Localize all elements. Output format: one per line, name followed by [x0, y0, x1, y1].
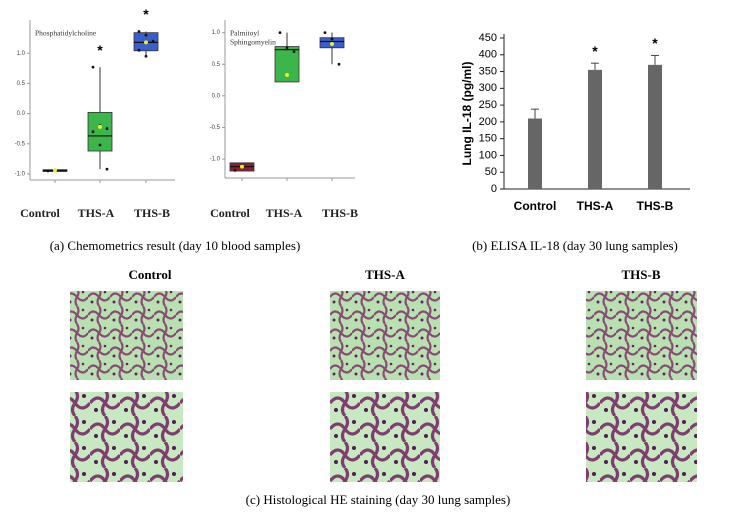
x-tick-label: THS-A [577, 199, 614, 213]
bar [528, 118, 542, 189]
data-point [330, 37, 334, 41]
y-tick-label: 450 [479, 32, 497, 44]
significance: * [652, 35, 658, 51]
y-tick-label: 1.0 [17, 51, 26, 57]
histology-image [586, 392, 697, 482]
mean-point [98, 124, 102, 129]
data-point [144, 54, 148, 58]
data-point [98, 143, 102, 147]
data-point [323, 31, 327, 35]
chart-title: Palmitoyl [230, 29, 259, 38]
histology-image [70, 392, 183, 482]
x-tick-label: THS-A [266, 206, 303, 220]
histology-label: THS-B [621, 267, 660, 282]
histology-images [70, 291, 697, 482]
data-point [144, 33, 148, 37]
x-tick-label: THS-B [637, 199, 674, 213]
y-tick-label: 0.0 [212, 93, 221, 99]
mean-point [285, 72, 289, 77]
x-tick-label: THS-B [134, 206, 170, 220]
y-tick-label: 0.5 [212, 62, 221, 68]
bar [648, 64, 662, 189]
mean-point [330, 42, 334, 47]
caption: (a) Chemometrics result (day 10 blood sa… [50, 238, 301, 253]
y-tick-label: 250 [479, 99, 497, 111]
y-tick-label: 300 [479, 82, 497, 94]
x-tick-label: THS-A [78, 206, 115, 220]
x-tick-label: Control [20, 206, 60, 220]
histology-label: Control [128, 267, 171, 282]
significance: * [97, 42, 103, 58]
y-tick-label: -1.0 [210, 157, 221, 163]
data-point [278, 31, 282, 35]
y-tick-label: 0 [491, 183, 497, 195]
mean-point [240, 164, 244, 169]
data-point [105, 127, 109, 131]
bar [588, 69, 602, 189]
histology-image [586, 291, 697, 380]
y-tick-label: 100 [479, 149, 497, 161]
data-point [137, 30, 141, 33]
x-tick-label: Control [514, 199, 557, 213]
y-tick-label: 0.0 [17, 111, 26, 117]
histology-label: THS-A [365, 267, 405, 282]
chart-title: Sphingomyelin [230, 38, 276, 47]
y-tick-label: 0.5 [17, 81, 26, 87]
y-axis-label: Lung IL-18 (pg/ml) [460, 62, 474, 166]
data-point [337, 62, 341, 66]
caption: (c) Histological HE staining (day 30 lun… [246, 492, 511, 507]
data-point [91, 65, 95, 69]
histology-image [330, 392, 440, 482]
histology-image [330, 291, 440, 380]
y-tick-label: 200 [479, 116, 497, 128]
mean-point [53, 168, 57, 173]
y-tick-label: 400 [479, 49, 497, 61]
data-point [46, 169, 50, 173]
y-tick-label: -0.5 [210, 125, 221, 131]
data-point [151, 39, 155, 43]
data-point [91, 130, 95, 134]
mean-point [144, 40, 148, 45]
data-point [285, 46, 289, 50]
x-tick-label: Control [210, 206, 250, 220]
data-point [292, 50, 296, 53]
y-tick-label: 350 [479, 65, 497, 77]
data-point [105, 167, 109, 171]
x-tick-label: THS-B [322, 206, 358, 220]
y-tick-label: 150 [479, 133, 497, 145]
caption: (b) ELISA IL-18 (day 30 lung samples) [472, 238, 678, 253]
data-point [233, 169, 237, 172]
y-tick-label: 1.0 [212, 30, 221, 36]
data-point [137, 48, 141, 52]
chart-title: Phosphatidylcholine [35, 29, 97, 38]
significance: * [592, 43, 598, 59]
significance: * [143, 6, 149, 22]
y-tick-label: -0.5 [15, 141, 26, 147]
y-tick-label: 50 [485, 166, 497, 178]
histology-image [70, 291, 183, 380]
y-tick-label: -1.0 [15, 172, 26, 178]
